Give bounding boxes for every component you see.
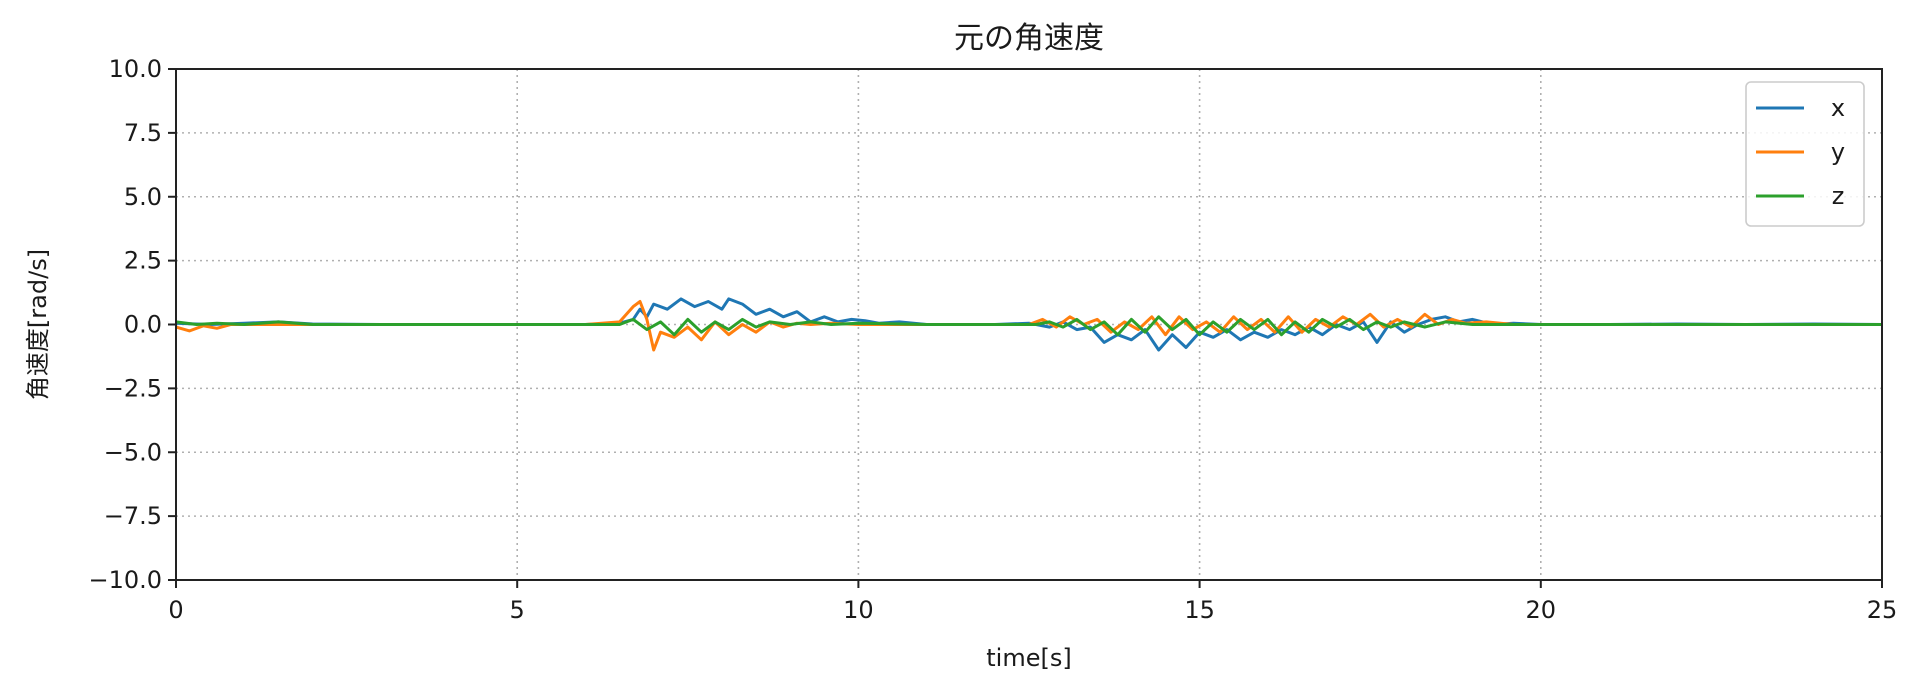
y-axis-ticks: 10.0 7.5 5.0 2.5 0.0 −2.5 −5.0 −7.5 −10.0 — [88, 55, 176, 594]
y-tick-label: −2.5 — [104, 374, 162, 402]
series-line-x — [175, 297, 1883, 352]
legend-box — [1745, 81, 1865, 227]
legend: xyz — [1745, 81, 1865, 227]
x-tick-label: 0 — [168, 596, 183, 624]
x-axis-title: time[s] — [986, 644, 1071, 672]
x-tick-label: 15 — [1184, 596, 1215, 624]
series-line-z — [175, 315, 1882, 337]
y-tick-label: 2.5 — [124, 247, 162, 275]
y-tick-label: 7.5 — [124, 119, 162, 147]
legend-label-x: x — [1831, 94, 1845, 122]
series-lines — [175, 297, 1883, 352]
legend-label-y: y — [1831, 138, 1845, 166]
x-axis-ticks: 0 5 10 15 20 25 — [168, 580, 1897, 624]
x-tick-label: 20 — [1526, 596, 1557, 624]
y-tick-label: 0.0 — [124, 311, 162, 339]
legend-label-z: z — [1832, 182, 1845, 210]
x-tick-label: 5 — [510, 596, 525, 624]
y-axis-title: 角速度[rad/s] — [24, 249, 52, 400]
y-tick-label: −5.0 — [104, 438, 162, 466]
x-tick-label: 25 — [1867, 596, 1898, 624]
y-tick-label: −7.5 — [104, 502, 162, 530]
y-tick-label: 5.0 — [124, 183, 162, 211]
y-tick-label: 10.0 — [109, 55, 162, 83]
chart-title: 元の角速度 — [954, 21, 1104, 56]
y-tick-label: −10.0 — [88, 566, 162, 594]
x-tick-label: 10 — [843, 596, 874, 624]
